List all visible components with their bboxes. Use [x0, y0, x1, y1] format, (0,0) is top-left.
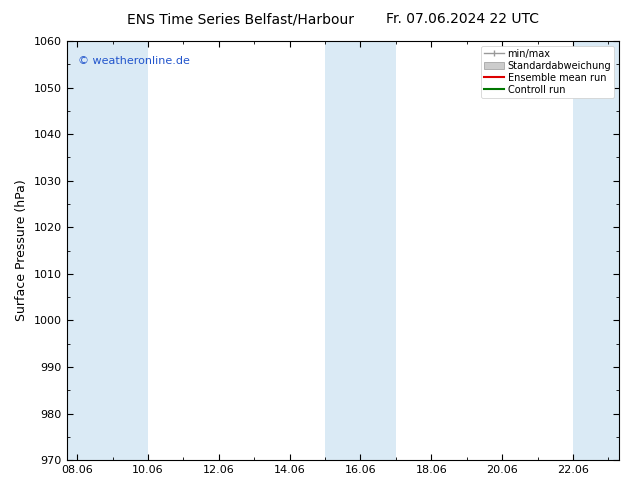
Text: Fr. 07.06.2024 22 UTC: Fr. 07.06.2024 22 UTC: [386, 12, 540, 26]
Bar: [113, 41, 148, 460]
Bar: [325, 41, 396, 460]
Text: © weatheronline.de: © weatheronline.de: [77, 56, 190, 66]
Legend: min/max, Standardabweichung, Ensemble mean run, Controll run: min/max, Standardabweichung, Ensemble me…: [481, 46, 614, 98]
Text: ENS Time Series Belfast/Harbour: ENS Time Series Belfast/Harbour: [127, 12, 354, 26]
Y-axis label: Surface Pressure (hPa): Surface Pressure (hPa): [15, 180, 28, 321]
Bar: [573, 41, 619, 460]
Bar: [67, 41, 113, 460]
